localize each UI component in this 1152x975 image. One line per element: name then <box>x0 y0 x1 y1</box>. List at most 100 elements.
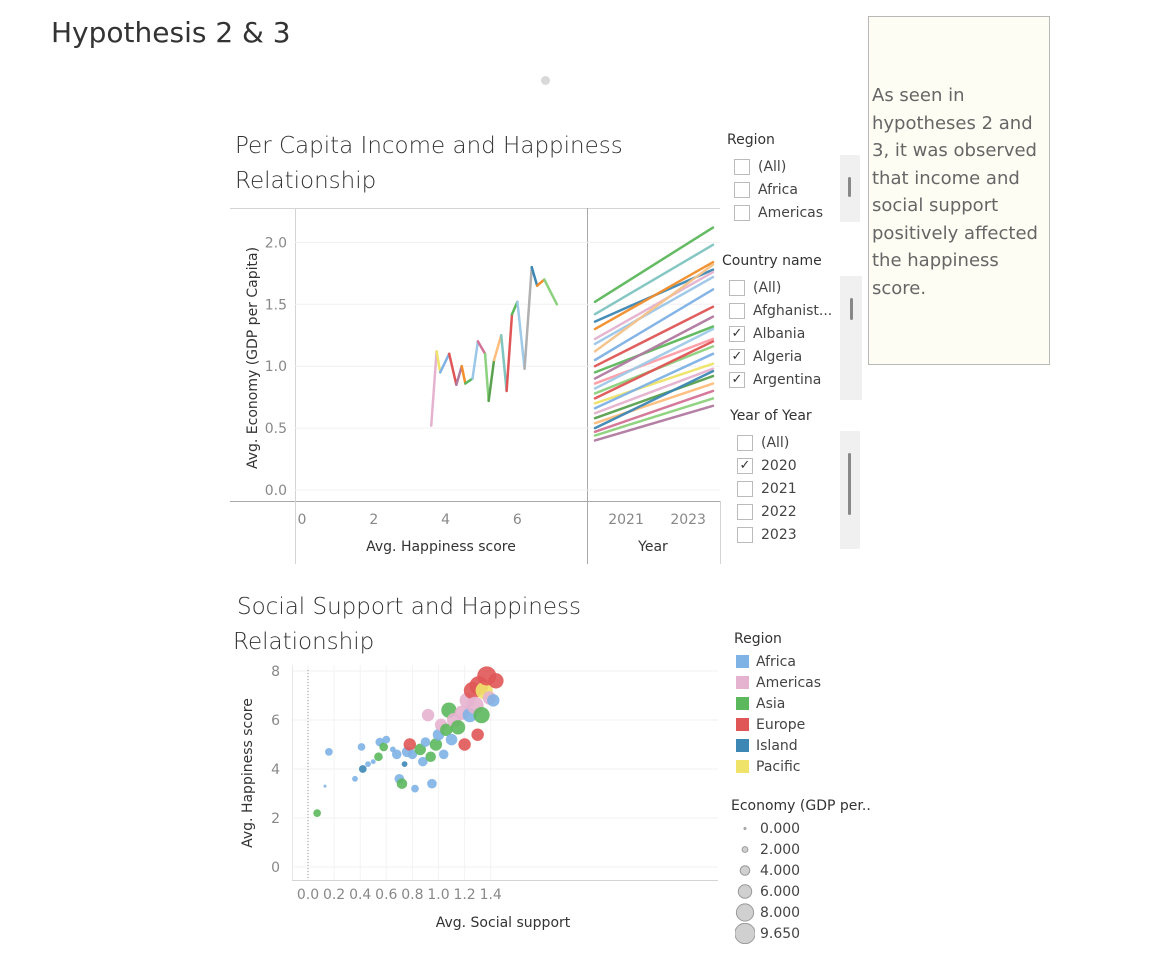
chart1-line-segment[interactable] <box>505 312 514 393</box>
region-legend-item[interactable]: Island <box>736 735 821 756</box>
country-filter-scroll-thumb[interactable] <box>850 298 853 320</box>
chart2-point[interactable] <box>450 720 466 735</box>
checkbox-icon[interactable] <box>734 158 750 175</box>
year-filter-option[interactable]: (All) <box>737 431 797 454</box>
chart1-area[interactable]: 2.0 1.5 1.0 0.5 0.0 0 2 4 6 2021 2023 Avg. Economy… <box>230 208 722 566</box>
chart2-point[interactable] <box>403 738 417 751</box>
chart2-point[interactable] <box>391 749 402 760</box>
chart2-point[interactable] <box>414 743 426 756</box>
country-filter-option[interactable]: ✓ Argentina <box>729 368 832 391</box>
chart2-point[interactable] <box>488 673 504 689</box>
chart2-point[interactable] <box>427 778 437 789</box>
checkbox-checked-icon[interactable]: ✓ <box>737 457 753 474</box>
region-filter-option[interactable]: Africa <box>734 178 823 201</box>
region-legend-item[interactable]: Pacific <box>736 756 821 777</box>
chart1-year-series-line[interactable] <box>593 288 715 362</box>
year-filter-scrollbar[interactable] <box>840 431 860 549</box>
region-legend-item[interactable]: Africa <box>736 651 821 672</box>
chart1-year-series-line[interactable] <box>593 382 715 425</box>
chart2-point[interactable] <box>358 765 367 773</box>
chart1-year-series-line[interactable] <box>593 325 715 374</box>
checkbox-icon[interactable] <box>737 503 753 520</box>
size-legend-item[interactable]: 8.000 <box>735 902 800 923</box>
chart1-line-segment[interactable] <box>516 300 526 370</box>
chart1-line-segment[interactable] <box>487 358 496 403</box>
size-legend-item[interactable]: 6.000 <box>735 881 800 902</box>
chart1-line-segment[interactable] <box>523 265 533 370</box>
chart1-line-segment[interactable] <box>492 333 503 362</box>
chart1-year-series-line[interactable] <box>593 369 715 430</box>
chart2-point[interactable] <box>440 723 453 737</box>
size-legend-item[interactable]: 4.000 <box>735 860 800 881</box>
size-legend-item[interactable]: 9.650 <box>735 923 800 944</box>
region-filter-scroll-thumb[interactable] <box>848 177 851 197</box>
chart2-point[interactable] <box>365 761 371 767</box>
chart2-point[interactable] <box>471 728 484 741</box>
year-filter-option[interactable]: 2023 <box>737 523 797 546</box>
chart1-year-series-line[interactable] <box>593 315 715 380</box>
year-filter-option[interactable]: 2022 <box>737 500 797 523</box>
chart1-year-series-line[interactable] <box>593 367 715 415</box>
chart2-point[interactable] <box>374 752 383 762</box>
chart1-line-segment[interactable] <box>535 278 546 287</box>
chart2-area[interactable]: 8 6 4 2 0 0.0 0.2 0.4 0.6 0.8 1.0 1.2 1.4 Avg. Happi… <box>230 665 722 940</box>
size-legend-item[interactable]: 2.000 <box>735 839 800 860</box>
chart1-year-series-line[interactable] <box>593 226 715 304</box>
chart1-line-segment[interactable] <box>460 364 467 385</box>
chart1-year-series-line[interactable] <box>593 260 715 331</box>
chart2-point[interactable] <box>420 737 431 747</box>
chart2-point[interactable] <box>313 809 321 817</box>
year-filter-option[interactable]: ✓ 2020 <box>737 454 797 477</box>
region-legend-item[interactable]: Asia <box>736 693 821 714</box>
chart2-point[interactable] <box>445 733 458 746</box>
year-filter-option[interactable]: 2021 <box>737 477 797 500</box>
region-filter-option[interactable]: (All) <box>734 155 823 178</box>
chart1-year-series-line[interactable] <box>593 352 715 410</box>
chart1-line-segment[interactable] <box>483 352 490 403</box>
chart1-year-series-line[interactable] <box>593 270 715 341</box>
chart1-line-segment[interactable] <box>429 350 438 427</box>
region-filter-option[interactable]: Americas <box>734 201 823 224</box>
chart1-year-series-line[interactable] <box>593 397 715 437</box>
chart1-year-series-line[interactable] <box>593 275 715 346</box>
chart2-point[interactable] <box>401 761 408 767</box>
chart2-point[interactable] <box>429 738 443 751</box>
chart2-point[interactable] <box>382 735 391 744</box>
chart2-point[interactable] <box>396 778 408 789</box>
region-legend-item[interactable]: Americas <box>736 672 821 693</box>
checkbox-checked-icon[interactable]: ✓ <box>729 348 745 365</box>
chart1-year-series-line[interactable] <box>593 404 715 442</box>
checkbox-icon[interactable] <box>734 181 750 198</box>
chart2-point[interactable] <box>370 759 376 765</box>
chart2-point[interactable] <box>487 694 500 707</box>
chart1-line-segment[interactable] <box>499 333 508 393</box>
checkbox-icon[interactable] <box>737 434 753 451</box>
chart2-point[interactable] <box>323 784 327 788</box>
chart1-line-segment[interactable] <box>455 364 463 387</box>
checkbox-checked-icon[interactable]: ✓ <box>729 371 745 388</box>
size-legend-item[interactable]: 0.000 <box>735 818 800 839</box>
chart2-point[interactable] <box>352 775 358 782</box>
chart1-year-series-line[interactable] <box>593 263 715 353</box>
chart1-line-segment[interactable] <box>543 278 559 306</box>
country-filter-option[interactable]: ✓ Albania <box>729 322 832 345</box>
chart2-point[interactable] <box>458 738 471 751</box>
checkbox-icon[interactable] <box>729 279 745 296</box>
chart1-year-series-line[interactable] <box>593 305 715 368</box>
checkbox-icon[interactable] <box>734 204 750 221</box>
checkbox-icon[interactable] <box>729 302 745 319</box>
chart1-line-segment[interactable] <box>438 352 451 374</box>
chart2-point[interactable] <box>411 784 419 793</box>
chart2-point[interactable] <box>357 743 366 751</box>
chart1-year-series-line[interactable] <box>593 389 715 434</box>
chart1-year-series-line[interactable] <box>593 243 715 316</box>
checkbox-icon[interactable] <box>737 480 753 497</box>
chart2-point[interactable] <box>407 749 418 760</box>
chart2-point[interactable] <box>379 742 389 752</box>
checkbox-icon[interactable] <box>737 526 753 543</box>
page-indicator-dot[interactable] <box>541 76 550 85</box>
chart1-year-series-line[interactable] <box>593 340 715 400</box>
checkbox-checked-icon[interactable]: ✓ <box>729 325 745 342</box>
chart1-year-series-line[interactable] <box>593 327 715 390</box>
chart2-point[interactable] <box>438 749 449 760</box>
